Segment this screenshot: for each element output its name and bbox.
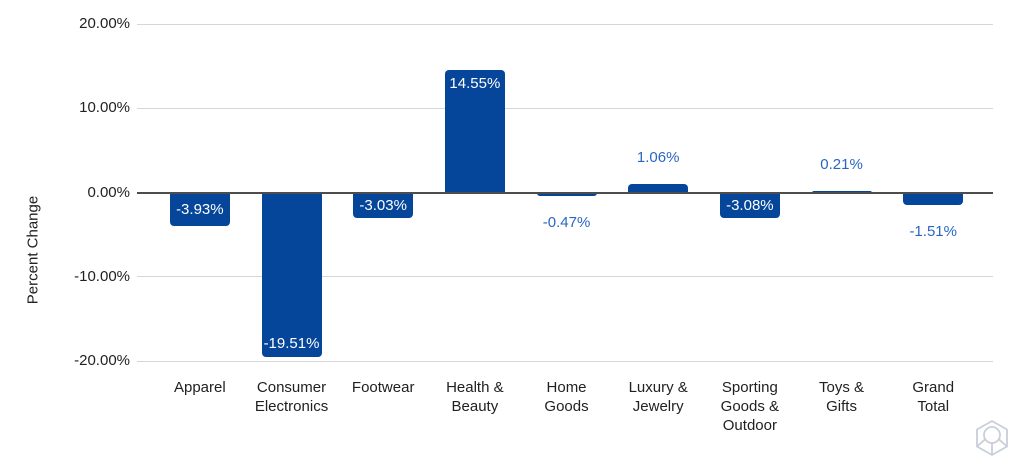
bar-value-label: -1.51% bbox=[909, 223, 957, 241]
bar[interactable]: -19.51% bbox=[261, 192, 322, 357]
bar-slot: -3.03% bbox=[337, 24, 429, 361]
zero-baseline bbox=[137, 191, 993, 194]
bar-value-label: -3.93% bbox=[176, 200, 224, 218]
bar-value-label: 14.55% bbox=[449, 74, 501, 92]
gridline bbox=[137, 107, 993, 109]
bar[interactable] bbox=[628, 183, 689, 193]
x-axis-category-label: Apparel bbox=[173, 379, 226, 396]
bar-slot: -1.51% bbox=[887, 24, 979, 361]
x-axis-category-label: Consumer Electronics bbox=[254, 379, 329, 415]
y-tick-label: 0.00% bbox=[87, 183, 130, 201]
bar[interactable]: -3.08% bbox=[719, 192, 780, 219]
bar-value-label: -3.03% bbox=[359, 196, 407, 214]
bar-slot: -0.47% bbox=[521, 24, 613, 361]
bar[interactable] bbox=[536, 192, 597, 197]
bar-value-label: -19.51% bbox=[263, 334, 320, 352]
y-axis-ticks: 20.00% 10.00% 0.00% -10.00% -20.00% bbox=[0, 0, 130, 464]
bar-value-label: -3.08% bbox=[726, 196, 774, 214]
x-axis-category-label: Home Goods bbox=[544, 379, 589, 415]
bar-slot: -3.93% bbox=[154, 24, 246, 361]
bar[interactable]: 14.55% bbox=[444, 69, 505, 193]
x-axis-labels: Apparel Consumer Electronics Footwear Healt… bbox=[154, 378, 979, 435]
bar[interactable]: -3.93% bbox=[169, 192, 230, 226]
gridline bbox=[137, 23, 993, 25]
x-axis-category-label: Health & Beauty bbox=[446, 379, 504, 415]
x-axis-category-label: Sporting Goods & Outdoor bbox=[720, 379, 780, 434]
gridline bbox=[137, 276, 993, 278]
bars-container: -3.93% -19.51% -3.03% 14.55% -0.47% 1.06% -3.0… bbox=[154, 24, 979, 361]
bar-value-label: 1.06% bbox=[636, 148, 680, 166]
y-tick-label: 20.00% bbox=[79, 15, 130, 32]
y-tick-label: -10.00% bbox=[74, 267, 130, 285]
bar-slot: 14.55% bbox=[429, 24, 521, 361]
x-axis-category-label: Footwear bbox=[351, 379, 415, 396]
bar[interactable] bbox=[903, 192, 964, 206]
y-tick-label: 10.00% bbox=[79, 99, 130, 117]
bar[interactable]: -3.03% bbox=[353, 192, 414, 219]
bar-slot: 1.06% bbox=[612, 24, 704, 361]
bar-slot: -3.08% bbox=[704, 24, 796, 361]
bar-value-label: -0.47% bbox=[542, 214, 591, 232]
x-axis-category-label: Grand Total bbox=[912, 379, 955, 415]
y-tick-label: -20.00% bbox=[74, 352, 130, 369]
cube-logo-icon[interactable] bbox=[972, 418, 1012, 458]
x-axis-category-label: Luxury & Jewelry bbox=[628, 379, 688, 415]
x-axis-category-label: Toys & Gifts bbox=[819, 379, 865, 415]
bar-slot: -19.51% bbox=[246, 24, 338, 361]
bar-value-label: 0.21% bbox=[820, 155, 863, 173]
plot-area bbox=[137, 23, 993, 362]
gridline bbox=[137, 360, 993, 362]
